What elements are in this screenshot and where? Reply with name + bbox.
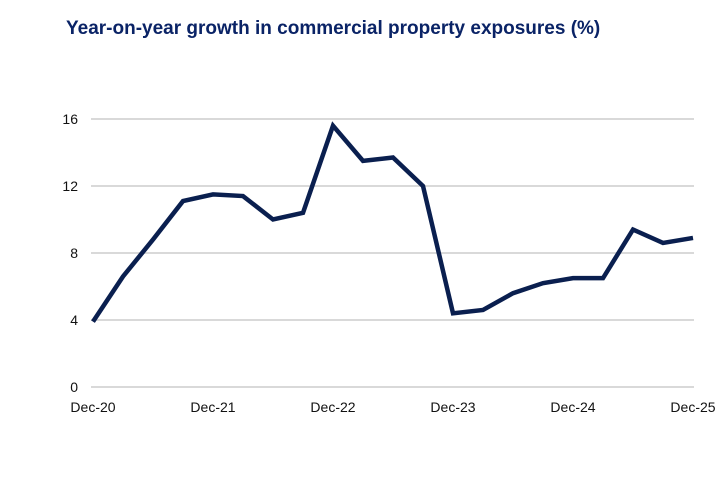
x-tick-label: Dec-22: [310, 399, 355, 415]
x-tick-label: Dec-25: [670, 399, 715, 415]
y-tick-label: 12: [62, 178, 78, 194]
x-tick-label: Dec-24: [550, 399, 595, 415]
x-tick-label: Dec-23: [430, 399, 475, 415]
y-tick-label: 8: [70, 245, 78, 261]
series-line: [91, 121, 694, 323]
x-tick-label: Dec-20: [70, 399, 115, 415]
chart-title: Year-on-year growth in commercial proper…: [66, 18, 601, 39]
y-tick-label: 0: [70, 379, 78, 395]
y-tick-label: 4: [70, 312, 78, 328]
y-tick-label: 16: [62, 111, 78, 127]
x-tick-label: Dec-21: [190, 399, 235, 415]
